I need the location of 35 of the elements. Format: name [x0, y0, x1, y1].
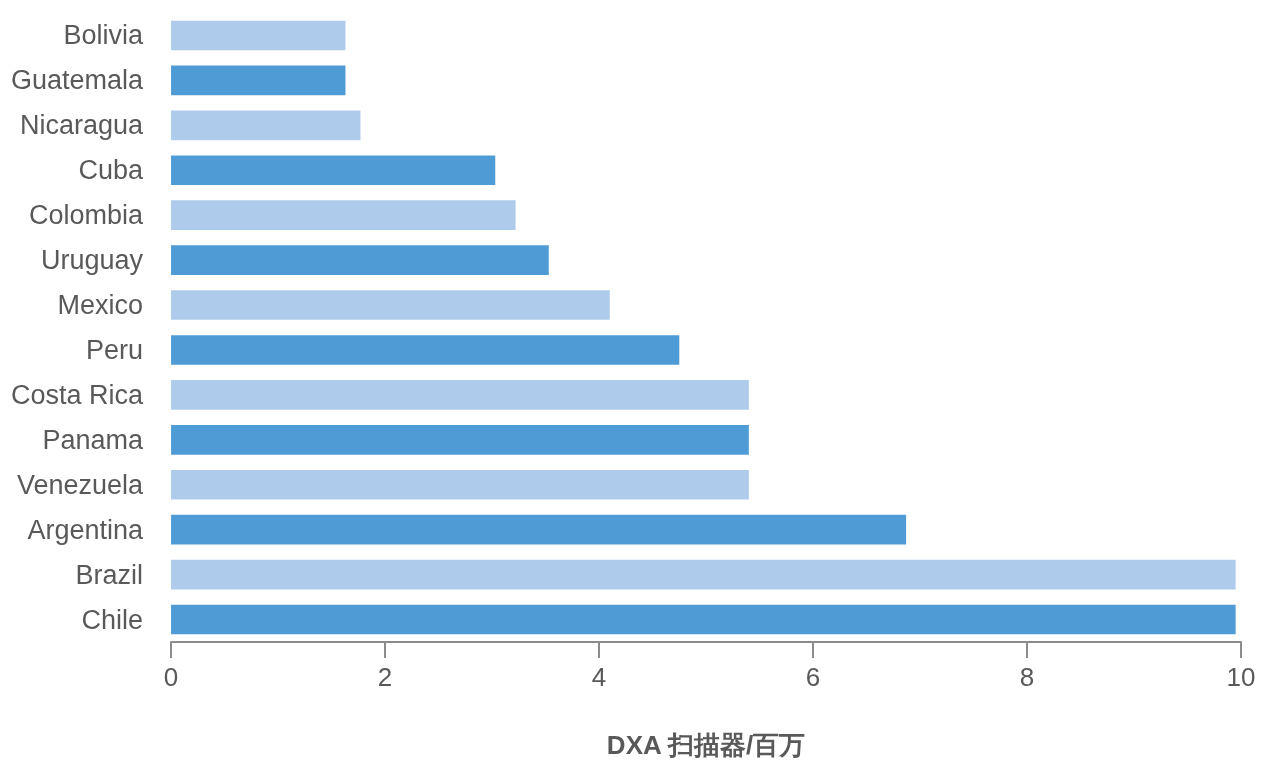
y-tick-label: Costa Rica	[11, 379, 145, 410]
y-tick-label: Panama	[42, 424, 145, 455]
bar	[171, 200, 516, 231]
y-tick-label: Peru	[86, 334, 144, 365]
x-tick-label: 2	[377, 662, 393, 692]
x-tick-label: 10	[1226, 662, 1256, 692]
y-tick-label: Cuba	[78, 155, 145, 186]
bar	[171, 245, 549, 275]
x-tick-label: 4	[591, 662, 607, 692]
y-tick-label: Argentina	[27, 514, 145, 545]
x-tick-label: 6	[805, 662, 821, 692]
bar	[171, 425, 749, 455]
bar	[171, 559, 1236, 590]
bar	[171, 380, 749, 410]
x-tick-label: 8	[1019, 662, 1035, 692]
bar	[171, 290, 610, 320]
y-tick-label: Venezuela	[16, 469, 145, 500]
x-axis-title: DXA 扫描器/百万	[606, 730, 806, 760]
bar	[171, 604, 1236, 635]
y-tick-label: Uruguay	[41, 245, 144, 276]
bar	[171, 514, 907, 545]
y-tick-label: Mexico	[57, 290, 144, 321]
y-tick-label: Brazil	[75, 559, 144, 590]
bar	[171, 335, 680, 365]
y-tick-label: Chile	[81, 604, 144, 635]
y-tick-label: Guatemala	[11, 65, 145, 96]
bar	[171, 20, 346, 51]
bar	[171, 65, 346, 96]
bar	[171, 110, 361, 141]
y-tick-label: Colombia	[29, 200, 145, 231]
bar	[171, 155, 496, 186]
bar	[171, 469, 749, 500]
y-tick-label: Bolivia	[63, 20, 145, 51]
x-tick-label: 0	[163, 662, 179, 692]
y-tick-label: Nicaragua	[20, 110, 145, 141]
